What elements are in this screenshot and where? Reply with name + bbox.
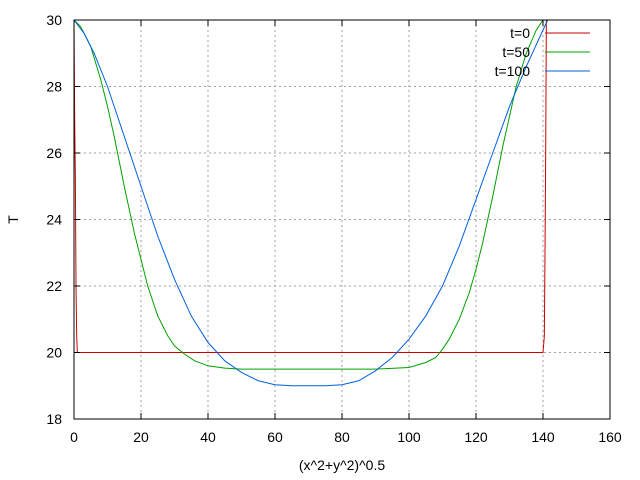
x-tick-label: 140	[531, 429, 555, 445]
legend: t=0 t=50 t=100	[495, 25, 590, 79]
y-tick-label: 30	[46, 12, 62, 28]
y-tick-label: 26	[46, 145, 62, 161]
legend-label: t=100	[495, 63, 531, 79]
y-tick-label: 28	[46, 79, 62, 95]
axis-ticks: 0 20 40 60 80 100 120 140 160 18 20 22 24 26 28 30	[46, 12, 621, 445]
legend-label: t=0	[510, 25, 530, 41]
grid	[74, 20, 610, 419]
x-tick-label: 0	[70, 429, 78, 445]
series-line-t=100	[73, 19, 549, 387]
series-line-t=50	[73, 19, 548, 370]
x-axis-label: (x^2+y^2)^0.5	[299, 457, 385, 473]
y-tick-label: 18	[46, 411, 62, 427]
series-layer	[73, 19, 549, 387]
y-tick-label: 22	[46, 278, 62, 294]
x-tick-label: 60	[267, 429, 283, 445]
y-axis-label: T	[5, 215, 21, 224]
x-tick-label: 20	[133, 429, 149, 445]
legend-label: t=50	[502, 44, 530, 60]
x-tick-label: 160	[598, 429, 622, 445]
y-tick-label: 20	[46, 345, 62, 361]
x-tick-label: 80	[334, 429, 350, 445]
x-tick-label: 120	[464, 429, 488, 445]
y-tick-label: 24	[46, 212, 62, 228]
x-tick-label: 40	[200, 429, 216, 445]
x-tick-label: 100	[397, 429, 421, 445]
series-line-t=0	[73, 19, 548, 353]
